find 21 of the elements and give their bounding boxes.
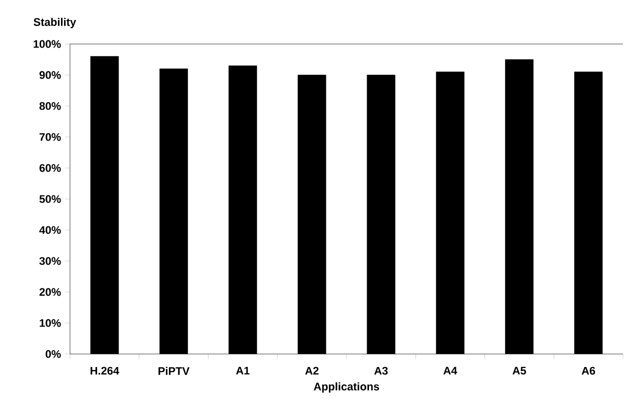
y-tick-label: 40% xyxy=(39,226,61,234)
x-tick-label: A6 xyxy=(582,366,596,375)
y-tick-label: 20% xyxy=(39,288,61,296)
x-tick-label: A3 xyxy=(374,366,388,375)
y-tick-label: 100% xyxy=(34,40,61,48)
x-tick-label: A1 xyxy=(236,366,250,374)
y-tick-label: 10% xyxy=(40,319,61,327)
y-tick-label: 80% xyxy=(39,102,61,110)
x-tick-label: H.264 xyxy=(90,366,120,375)
y-tick-label: 50% xyxy=(39,195,61,203)
x-tick-label: A5 xyxy=(512,366,526,375)
x-tick-label: PiPTV xyxy=(158,366,190,375)
y-tick-label: 70% xyxy=(40,133,61,141)
y-tick-label: 30% xyxy=(39,257,61,265)
x-axis-title: Applications xyxy=(314,382,380,393)
x-tick-label: A2 xyxy=(305,366,319,375)
y-axis-title: Stability xyxy=(34,18,76,28)
x-tick-label: A4 xyxy=(443,366,458,374)
y-tick-label: 60% xyxy=(40,164,61,172)
y-tick-label: 0% xyxy=(46,350,61,358)
y-tick-label: 90% xyxy=(39,71,61,79)
